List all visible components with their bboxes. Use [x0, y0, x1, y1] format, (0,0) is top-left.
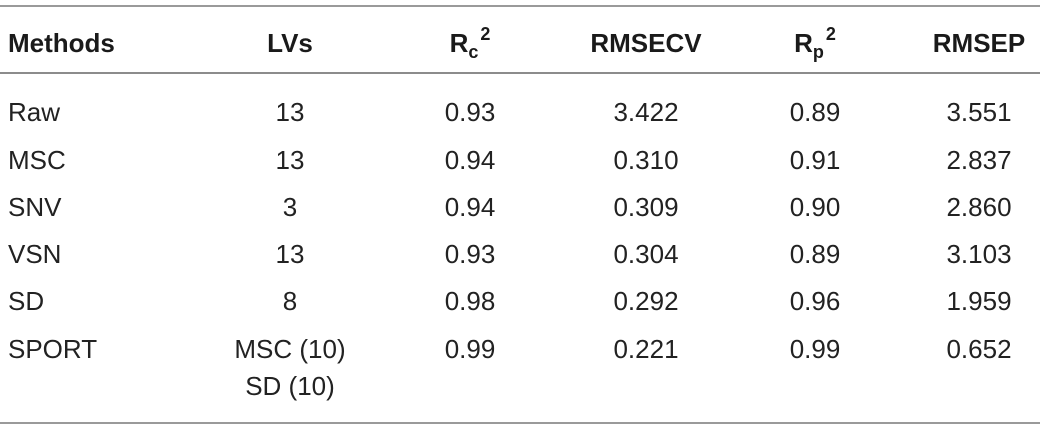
cell-rp2: 0.89	[789, 97, 841, 127]
cell-rp2: 0.99	[789, 334, 841, 364]
header-rp2: Rp2	[794, 24, 836, 62]
cell-rmsecv: 0.292	[613, 286, 679, 316]
cell-rp2: 0.89	[789, 239, 841, 269]
cell-rp2: 0.90	[789, 192, 841, 222]
header-rule	[0, 72, 1040, 74]
cell-rp2: 0.91	[789, 145, 841, 175]
cell-rmsep: 3.551	[946, 97, 1012, 127]
table-top-rule	[0, 5, 1040, 7]
cell-lvs: 3	[282, 192, 298, 222]
cell-lvs: 13	[275, 97, 305, 127]
cell-rmsecv: 0.309	[613, 192, 679, 222]
cell-rmsep: 2.837	[946, 145, 1012, 175]
cell-method: SNV	[8, 192, 62, 222]
cell-lvs-second-line: SD (10)	[245, 371, 335, 401]
cell-rmsep: 2.860	[946, 192, 1012, 222]
cell-rc2: 0.99	[444, 334, 496, 364]
cell-lvs: MSC (10)	[234, 334, 346, 364]
cell-method: VSN	[8, 239, 62, 269]
cell-lvs: 13	[275, 145, 305, 175]
header-rmsep: RMSEP	[932, 28, 1026, 58]
header-rc2: Rc2	[449, 24, 491, 62]
cell-lvs: 13	[275, 239, 305, 269]
cell-method: Raw	[8, 97, 61, 127]
cell-rmsep: 3.103	[946, 239, 1012, 269]
cell-rp2: 0.96	[789, 286, 841, 316]
cell-method: SD	[8, 286, 45, 316]
cell-rmsecv: 0.221	[613, 334, 679, 364]
cell-method: MSC	[8, 145, 66, 175]
cell-rc2: 0.93	[444, 97, 496, 127]
header-methods: Methods	[8, 28, 115, 58]
cell-rc2: 0.93	[444, 239, 496, 269]
cell-rc2: 0.94	[444, 145, 496, 175]
cell-rmsecv: 0.310	[613, 145, 679, 175]
header-rmsecv: RMSECV	[590, 28, 702, 58]
cell-rc2: 0.94	[444, 192, 496, 222]
cell-rc2: 0.98	[444, 286, 496, 316]
table-bottom-rule	[0, 422, 1040, 424]
cell-rmsep: 1.959	[946, 286, 1012, 316]
header-lvs: LVs	[267, 28, 313, 58]
cell-method: SPORT	[8, 334, 98, 364]
cell-lvs: 8	[282, 286, 298, 316]
cell-rmsecv: 3.422	[613, 97, 679, 127]
cell-rmsecv: 0.304	[613, 239, 679, 269]
cell-rmsep: 0.652	[946, 334, 1012, 364]
